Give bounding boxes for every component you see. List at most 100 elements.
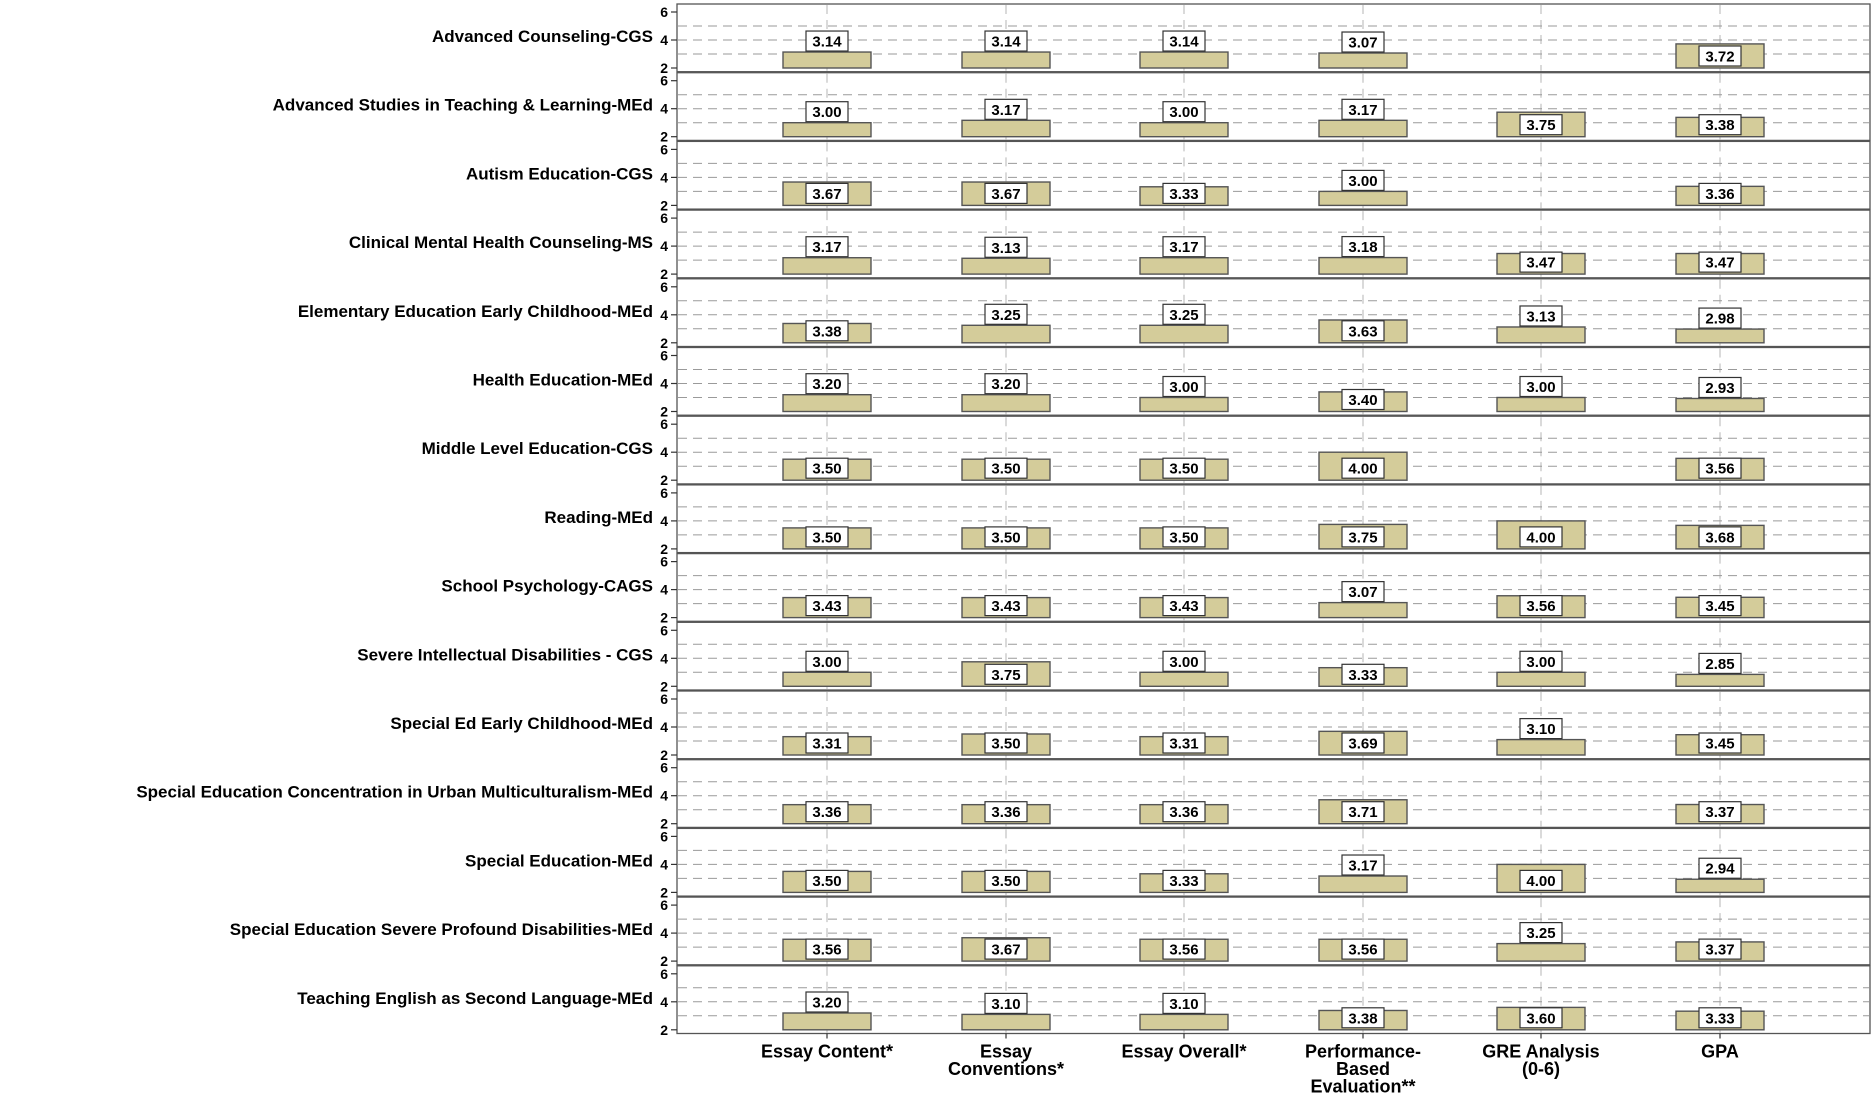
bar-3-3 — [1318, 256, 1408, 275]
panel-12-ytick-label-4: 4 — [660, 856, 668, 872]
panel-3-ytick-label-4: 4 — [660, 238, 668, 254]
data-label-box-7-4 — [1519, 526, 1563, 548]
x-tick-label-4-line-1: (0-6) — [1522, 1059, 1560, 1079]
bar-4-1 — [961, 324, 1051, 344]
panel-label-7: Reading-MEd — [544, 508, 653, 527]
data-label-11-3: 3.71 — [1348, 804, 1377, 821]
panel-13-ytick-label-2: 2 — [660, 953, 668, 969]
data-label-3-3: 3.18 — [1348, 239, 1377, 256]
data-label-0-3: 3.07 — [1348, 35, 1377, 52]
data-label-box-8-0 — [805, 594, 849, 617]
panel-14-ytick-label-2: 2 — [660, 1022, 668, 1038]
data-label-box-10-3 — [1341, 732, 1385, 754]
panel-frame-1 — [676, 72, 1871, 142]
data-label-5-2: 3.00 — [1169, 379, 1198, 396]
data-label-box-14-0 — [805, 991, 849, 1013]
data-label-4-5: 2.98 — [1705, 311, 1734, 328]
bar-14-2 — [1139, 1013, 1229, 1031]
panel-1-ytick-label-4: 4 — [660, 101, 668, 117]
panel-10-ytick-label-6: 6 — [660, 691, 668, 707]
panel-9-ytick-label-2: 2 — [660, 678, 668, 694]
data-label-box-7-1 — [984, 526, 1028, 548]
data-label-box-8-3 — [1341, 581, 1385, 603]
data-label-12-2: 3.33 — [1169, 873, 1198, 890]
data-label-box-13-5 — [1698, 938, 1742, 960]
data-label-4-3: 3.63 — [1348, 323, 1377, 340]
data-label-10-0: 3.31 — [812, 736, 841, 753]
panel-13-ytick-label-6: 6 — [660, 897, 668, 913]
data-label-box-9-1 — [984, 663, 1028, 685]
data-label-box-8-4 — [1519, 594, 1563, 617]
data-label-11-5: 3.37 — [1705, 804, 1734, 821]
panel-frame-10 — [676, 690, 1871, 760]
data-label-12-0: 3.50 — [812, 873, 841, 890]
panel-10-ytick-label-2: 2 — [660, 747, 668, 763]
panel-7-ytick-label-2: 2 — [660, 541, 668, 557]
data-label-13-2: 3.56 — [1169, 942, 1198, 959]
panel-frame-13 — [676, 896, 1871, 966]
data-label-box-8-1 — [984, 594, 1028, 617]
data-label-box-11-3 — [1341, 801, 1385, 823]
bar-12-5 — [1675, 878, 1765, 894]
panel-5-ytick-label-4: 4 — [660, 376, 668, 392]
panel-label-12: Special Education-MEd — [465, 851, 653, 870]
panel-label-8: School Psychology-CAGS — [441, 577, 653, 596]
panel-6-ytick-label-2: 2 — [660, 472, 668, 488]
data-label-0-1: 3.14 — [991, 34, 1021, 51]
data-label-5-1: 3.20 — [991, 376, 1020, 393]
panel-14-ytick-label-4: 4 — [660, 994, 668, 1010]
data-label-9-1: 3.75 — [991, 667, 1020, 684]
bar-14-1 — [961, 1013, 1051, 1031]
data-label-1-4: 3.75 — [1526, 117, 1555, 134]
data-label-1-2: 3.00 — [1169, 104, 1198, 121]
bar-14-0 — [782, 1012, 872, 1031]
data-label-box-0-3 — [1341, 31, 1385, 53]
panel-label-11: Special Education Concentration in Urban… — [136, 783, 653, 802]
data-label-14-4: 3.60 — [1526, 1010, 1555, 1027]
data-label-14-5: 3.33 — [1705, 1010, 1734, 1027]
data-label-box-9-3 — [1341, 663, 1385, 685]
panel-9-ytick-label-4: 4 — [660, 650, 668, 666]
panel-5-ytick-label-2: 2 — [660, 404, 668, 420]
bar-5-2 — [1139, 396, 1229, 413]
panel-frame-2 — [676, 140, 1871, 210]
data-label-9-2: 3.00 — [1169, 654, 1198, 671]
data-label-8-3: 3.07 — [1348, 584, 1377, 601]
data-label-7-5: 3.68 — [1705, 529, 1734, 546]
data-label-box-6-3 — [1341, 457, 1385, 479]
panel-label-2: Autism Education-CGS — [466, 164, 653, 183]
data-label-2-2: 3.33 — [1169, 186, 1198, 203]
x-tick-label-1-line-0: Essay — [980, 1042, 1032, 1062]
data-label-box-14-2 — [1162, 992, 1206, 1015]
data-label-box-1-5 — [1698, 114, 1742, 136]
data-label-5-5: 2.93 — [1705, 380, 1734, 397]
bar-0-2 — [1139, 51, 1229, 69]
data-label-2-3: 3.00 — [1348, 173, 1377, 190]
panel-9-ytick-label-6: 6 — [660, 622, 668, 638]
bar-9-2 — [1139, 671, 1229, 687]
panel-1-ytick-label-2: 2 — [660, 129, 668, 145]
panel-frame-14 — [676, 965, 1871, 1035]
bar-10-4 — [1496, 738, 1586, 756]
bar-0-3 — [1318, 52, 1408, 69]
panel-6-ytick-label-4: 4 — [660, 444, 668, 460]
data-label-5-4: 3.00 — [1526, 379, 1555, 396]
data-label-box-0-0 — [805, 30, 849, 52]
data-label-10-1: 3.50 — [991, 736, 1020, 753]
data-label-1-0: 3.00 — [812, 104, 841, 121]
x-tick-label-3-line-1: Based — [1336, 1059, 1390, 1079]
data-label-box-8-5 — [1698, 594, 1742, 617]
data-label-14-3: 3.38 — [1348, 1010, 1377, 1027]
data-label-11-1: 3.36 — [991, 804, 1020, 821]
data-label-box-12-4 — [1519, 869, 1563, 892]
data-label-7-2: 3.50 — [1169, 529, 1198, 546]
bar-4-4 — [1496, 326, 1586, 344]
data-label-1-3: 3.17 — [1348, 102, 1377, 119]
data-label-3-5: 3.47 — [1705, 255, 1734, 272]
data-label-6-5: 3.56 — [1705, 461, 1734, 478]
panel-frame-7 — [676, 484, 1871, 554]
panel-label-3: Clinical Mental Health Counseling-MS — [349, 233, 653, 252]
data-label-box-3-0 — [805, 236, 849, 258]
data-label-5-3: 3.40 — [1348, 392, 1377, 409]
